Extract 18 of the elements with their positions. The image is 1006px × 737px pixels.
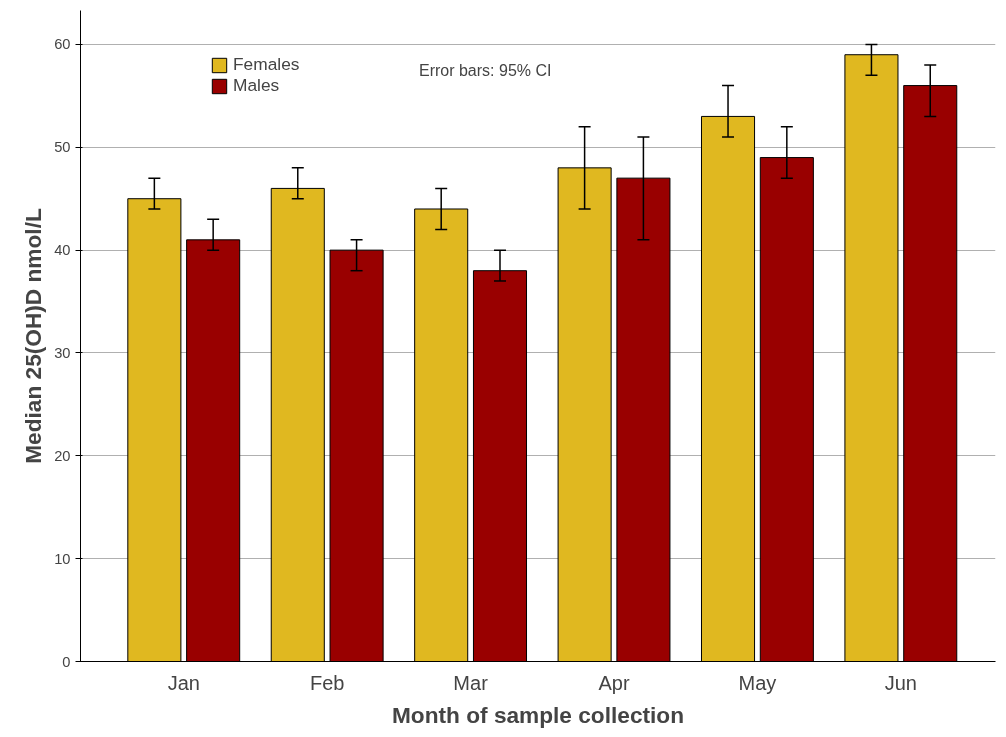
x-tick-label: Mar bbox=[453, 671, 489, 694]
x-tick-label: Jun bbox=[884, 671, 917, 694]
y-tick-label: 60 bbox=[54, 36, 71, 53]
y-tick-label: 0 bbox=[62, 653, 71, 670]
x-axis-title: Month of sample collection bbox=[391, 701, 685, 728]
legend-label: Females bbox=[233, 54, 300, 75]
y-tick-label: 40 bbox=[54, 242, 71, 259]
annotation: Error bars: 95% CI bbox=[418, 62, 552, 80]
x-tick-label: May bbox=[738, 671, 777, 694]
y-tick-label: 20 bbox=[54, 447, 71, 464]
x-tick-label: Apr bbox=[598, 671, 630, 694]
x-tick-label: Jan bbox=[167, 671, 200, 694]
x-tick-label: Feb bbox=[309, 671, 345, 694]
y-tick-label: 50 bbox=[54, 139, 71, 156]
y-tick-label: 30 bbox=[54, 344, 71, 361]
y-tick-label: 10 bbox=[54, 550, 71, 567]
y-axis-title: Median 25(OH)D nmol/L bbox=[20, 208, 47, 464]
legend-label: Males bbox=[233, 75, 280, 96]
